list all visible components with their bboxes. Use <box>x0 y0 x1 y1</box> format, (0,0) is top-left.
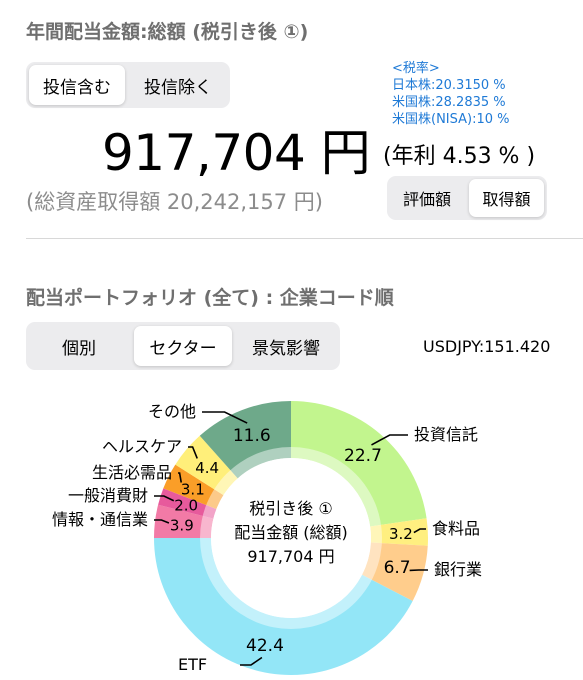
slice-value-label: 11.6 <box>233 426 271 446</box>
donut-hole <box>211 458 371 618</box>
center-text-line1: 税引き後 ① <box>249 499 332 518</box>
include-funds-button[interactable]: 投信含む <box>29 65 125 105</box>
slice--[interactable] <box>158 488 217 519</box>
slice-category-label: その他 <box>148 402 196 421</box>
slice-category-label: 情報・通信業 <box>52 510 148 529</box>
acquisition-cost-button[interactable]: 取得額 <box>469 179 544 217</box>
slice--[interactable] <box>154 504 214 538</box>
slice-leader-line <box>413 528 426 534</box>
slice-leader-line <box>154 495 175 502</box>
slice--[interactable] <box>199 401 291 479</box>
fx-rate: USDJPY:151.420 <box>423 337 551 356</box>
slice-value-label: 3.2 <box>389 525 413 543</box>
slice-category-label: ヘルスケア <box>102 437 182 456</box>
slice-value-label: 6.7 <box>384 558 411 578</box>
slice-value-label: 3.9 <box>170 517 194 535</box>
tax-rate-us: 米国株:28.2835 % <box>392 95 506 110</box>
slice-category-label: ETF <box>178 655 207 674</box>
portfolio-title: 配当ポートフォリオ (全て) : 企業コード順 <box>26 287 394 309</box>
section-divider <box>26 238 583 239</box>
slice--[interactable] <box>370 518 428 546</box>
center-text-line3: 917,704 円 <box>247 547 334 566</box>
slice-category-label: 食料品 <box>432 519 480 538</box>
slice--[interactable] <box>175 435 238 496</box>
basis-toggle: 評価額 取得額 <box>387 176 547 220</box>
slice-value-label: 22.7 <box>344 446 382 466</box>
slice-leader-line <box>178 472 183 483</box>
slice--[interactable] <box>163 464 224 510</box>
tax-rate-info: <税率> 日本株:20.3150 % 米国株:28.2835 % 米国株(NIS… <box>392 60 510 128</box>
slice-leader-line <box>371 434 408 446</box>
fund-toggle: 投信含む 投信除く <box>26 62 230 108</box>
slice-value-label: 3.1 <box>181 480 205 498</box>
market-value-button[interactable]: 評価額 <box>402 190 451 209</box>
slice-value-label: 42.4 <box>246 636 284 656</box>
slice--[interactable] <box>291 401 427 527</box>
tab-economic-impact[interactable]: 景気影響 <box>252 338 320 359</box>
center-text-line2: 配当金額 (総額) <box>234 523 348 542</box>
slice-category-label: 一般消費財 <box>68 486 148 505</box>
tax-rate-header: <税率> <box>392 61 440 76</box>
slice-leader-line <box>202 411 248 424</box>
annual-yield: (年利 4.53 % ) <box>383 144 536 169</box>
slice-leader-line <box>154 519 170 524</box>
slice-category-label: 生活必需品 <box>92 463 172 482</box>
dividend-amount: 917,704 円 <box>102 124 371 182</box>
slice-value-label: 2.0 <box>174 497 198 515</box>
tab-sector[interactable]: セクター <box>134 326 232 366</box>
dividend-donut-chart: 税引き後 ① 配当金額 (総額) 917,704 円 22.7 投資信託 3.2 食料… <box>52 401 482 675</box>
annual-dividend-title: 年間配当金額:総額 (税引き後 ①) <box>26 21 309 43</box>
tab-individual[interactable]: 個別 <box>62 338 96 359</box>
acquisition-total: (総資産取得額 20,242,157 円) <box>26 190 323 214</box>
slice-category-label: 銀行業 <box>434 560 482 579</box>
slice-leader-line <box>188 446 198 459</box>
view-tabs: 個別 セクター 景気影響 <box>26 322 340 370</box>
tax-rate-us-nisa: 米国株(NISA):10 % <box>392 112 510 127</box>
slice-value-label: 4.4 <box>195 459 219 477</box>
exclude-funds-button[interactable]: 投信除く <box>144 77 212 98</box>
slice-category-label: 投資信託 <box>414 425 478 444</box>
tax-rate-jp: 日本株:20.3150 % <box>392 78 506 93</box>
slice-leader-line <box>240 656 263 666</box>
slice-etf[interactable] <box>154 538 413 675</box>
slice--[interactable] <box>362 542 428 601</box>
